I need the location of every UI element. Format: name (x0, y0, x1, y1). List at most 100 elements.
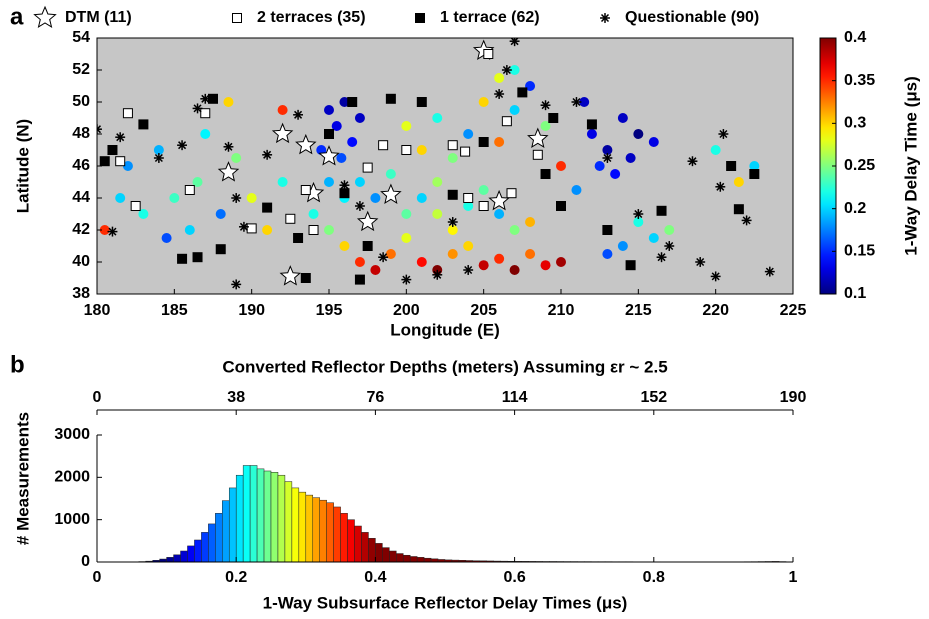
asterisk-marker (177, 140, 187, 150)
x-axis-label: Longitude (E) (390, 320, 500, 339)
track-point (401, 233, 411, 243)
histogram-bar (250, 465, 257, 562)
track-point (494, 209, 504, 219)
x-tick-label: 0.6 (503, 569, 525, 586)
square-marker (355, 275, 364, 284)
asterisk-marker (664, 241, 674, 251)
asterisk-marker (239, 222, 249, 232)
y-tick-label: 52 (72, 61, 90, 78)
histogram-bar (236, 475, 243, 562)
track-point (510, 265, 520, 275)
x2-tick-label: 38 (227, 389, 245, 406)
track-point (324, 105, 334, 115)
x-tick-label: 1 (789, 569, 798, 586)
square-marker (603, 226, 612, 235)
square-marker (727, 162, 736, 171)
square-marker (263, 203, 272, 212)
track-point (339, 241, 349, 251)
track-point (162, 233, 172, 243)
y-tick-label: 48 (72, 125, 90, 142)
x2-tick-label: 152 (640, 389, 667, 406)
track-point (448, 249, 458, 259)
histogram-bar (306, 495, 313, 562)
asterisk-marker (340, 180, 350, 190)
asterisk-marker (695, 257, 705, 267)
track-point (626, 153, 636, 163)
track-point (223, 97, 233, 107)
histogram-bar (264, 471, 271, 562)
square-marker (750, 170, 759, 179)
asterisk-marker (463, 265, 473, 275)
square-marker (286, 214, 295, 223)
asterisk-marker (541, 100, 551, 110)
legend-label: 2 terraces (35) (257, 9, 366, 26)
asterisk-marker (378, 252, 388, 262)
y-tick-label: 3000 (54, 426, 90, 443)
x-tick-label: 200 (393, 302, 420, 319)
track-point (595, 161, 605, 171)
track-point (370, 193, 380, 203)
x-tick-label: 215 (625, 302, 652, 319)
histogram-bar (327, 503, 334, 562)
asterisk-marker (600, 13, 610, 23)
track-point (494, 254, 504, 264)
square-marker (402, 146, 411, 155)
track-point (216, 209, 226, 219)
track-point (278, 177, 288, 187)
track-point (200, 129, 210, 139)
track-point (649, 137, 659, 147)
square-marker (541, 170, 550, 179)
asterisk-marker (108, 227, 118, 237)
track-point (247, 193, 257, 203)
legend-label: Questionable (90) (625, 9, 759, 26)
square-marker (348, 98, 357, 107)
track-point (169, 193, 179, 203)
colorbar-tick-label: 0.35 (844, 72, 875, 89)
square-marker (416, 14, 425, 23)
square-marker (247, 224, 256, 233)
panel-letter: b (10, 351, 25, 378)
square-marker (193, 253, 202, 262)
asterisk-marker (711, 271, 721, 281)
square-marker (626, 261, 635, 270)
square-marker (549, 114, 558, 123)
track-point (432, 177, 442, 187)
asterisk-marker (293, 110, 303, 120)
track-point (587, 129, 597, 139)
track-point (479, 260, 489, 270)
y-axis-label: Latitude (N) (13, 119, 32, 213)
square-marker (116, 157, 125, 166)
square-marker (587, 120, 596, 129)
track-point (324, 225, 334, 235)
square-marker (301, 274, 310, 283)
histogram-bar (375, 543, 382, 562)
x-tick-label: 210 (548, 302, 575, 319)
track-point (649, 233, 659, 243)
y-axis-label: # Measurements (13, 412, 32, 545)
square-marker (139, 120, 148, 129)
track-point (355, 177, 365, 187)
track-point (231, 153, 241, 163)
square-marker (131, 202, 140, 211)
histogram-bar (403, 555, 410, 562)
x-tick-label: 0.8 (643, 569, 665, 586)
square-marker (294, 234, 303, 243)
panel-letter: a (10, 3, 24, 30)
square-marker (464, 194, 473, 203)
colorbar-tick-label: 0.1 (844, 285, 866, 302)
asterisk-marker (448, 217, 458, 227)
square-marker (123, 109, 132, 118)
asterisk-marker (355, 201, 365, 211)
histogram-bar (292, 488, 299, 562)
track-point (510, 105, 520, 115)
y-tick-label: 2000 (54, 469, 90, 486)
square-marker (657, 206, 666, 215)
y-tick-label: 42 (72, 221, 90, 238)
track-point (618, 113, 628, 123)
y-tick-label: 54 (72, 29, 90, 46)
square-marker (185, 186, 194, 195)
track-point (494, 73, 504, 83)
track-point (324, 177, 334, 187)
square-marker (518, 88, 527, 97)
track-point (633, 129, 643, 139)
